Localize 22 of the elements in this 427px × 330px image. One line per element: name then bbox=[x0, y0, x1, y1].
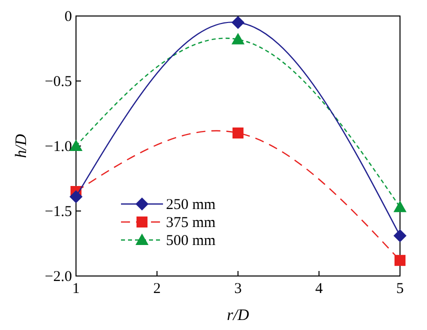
point bbox=[394, 229, 406, 242]
x-tick-label: 2 bbox=[153, 281, 161, 297]
x-tick-label: 3 bbox=[234, 281, 242, 297]
legend-label: 500 mm bbox=[166, 233, 216, 249]
x-tick-label: 5 bbox=[396, 281, 404, 297]
point bbox=[70, 190, 82, 204]
y-tick-label: −1.5 bbox=[44, 204, 72, 220]
y-tick-label: −0.5 bbox=[44, 74, 72, 90]
y-axis-title: h/D bbox=[13, 134, 30, 158]
x-axis-title: r/D bbox=[226, 307, 250, 324]
y-tick-label: −1.0 bbox=[44, 139, 72, 155]
legend-label: 375 mm bbox=[166, 215, 216, 231]
y-tick-label: 0 bbox=[64, 9, 72, 25]
x-tick-label: 1 bbox=[72, 281, 80, 297]
point bbox=[232, 128, 244, 138]
point bbox=[232, 32, 244, 44]
point bbox=[232, 16, 244, 29]
point bbox=[394, 254, 406, 266]
x-tick-label: 4 bbox=[315, 281, 324, 297]
y-tick-label: −2.0 bbox=[44, 269, 72, 285]
point bbox=[394, 200, 406, 212]
legend-label: 250 mm bbox=[166, 197, 216, 213]
